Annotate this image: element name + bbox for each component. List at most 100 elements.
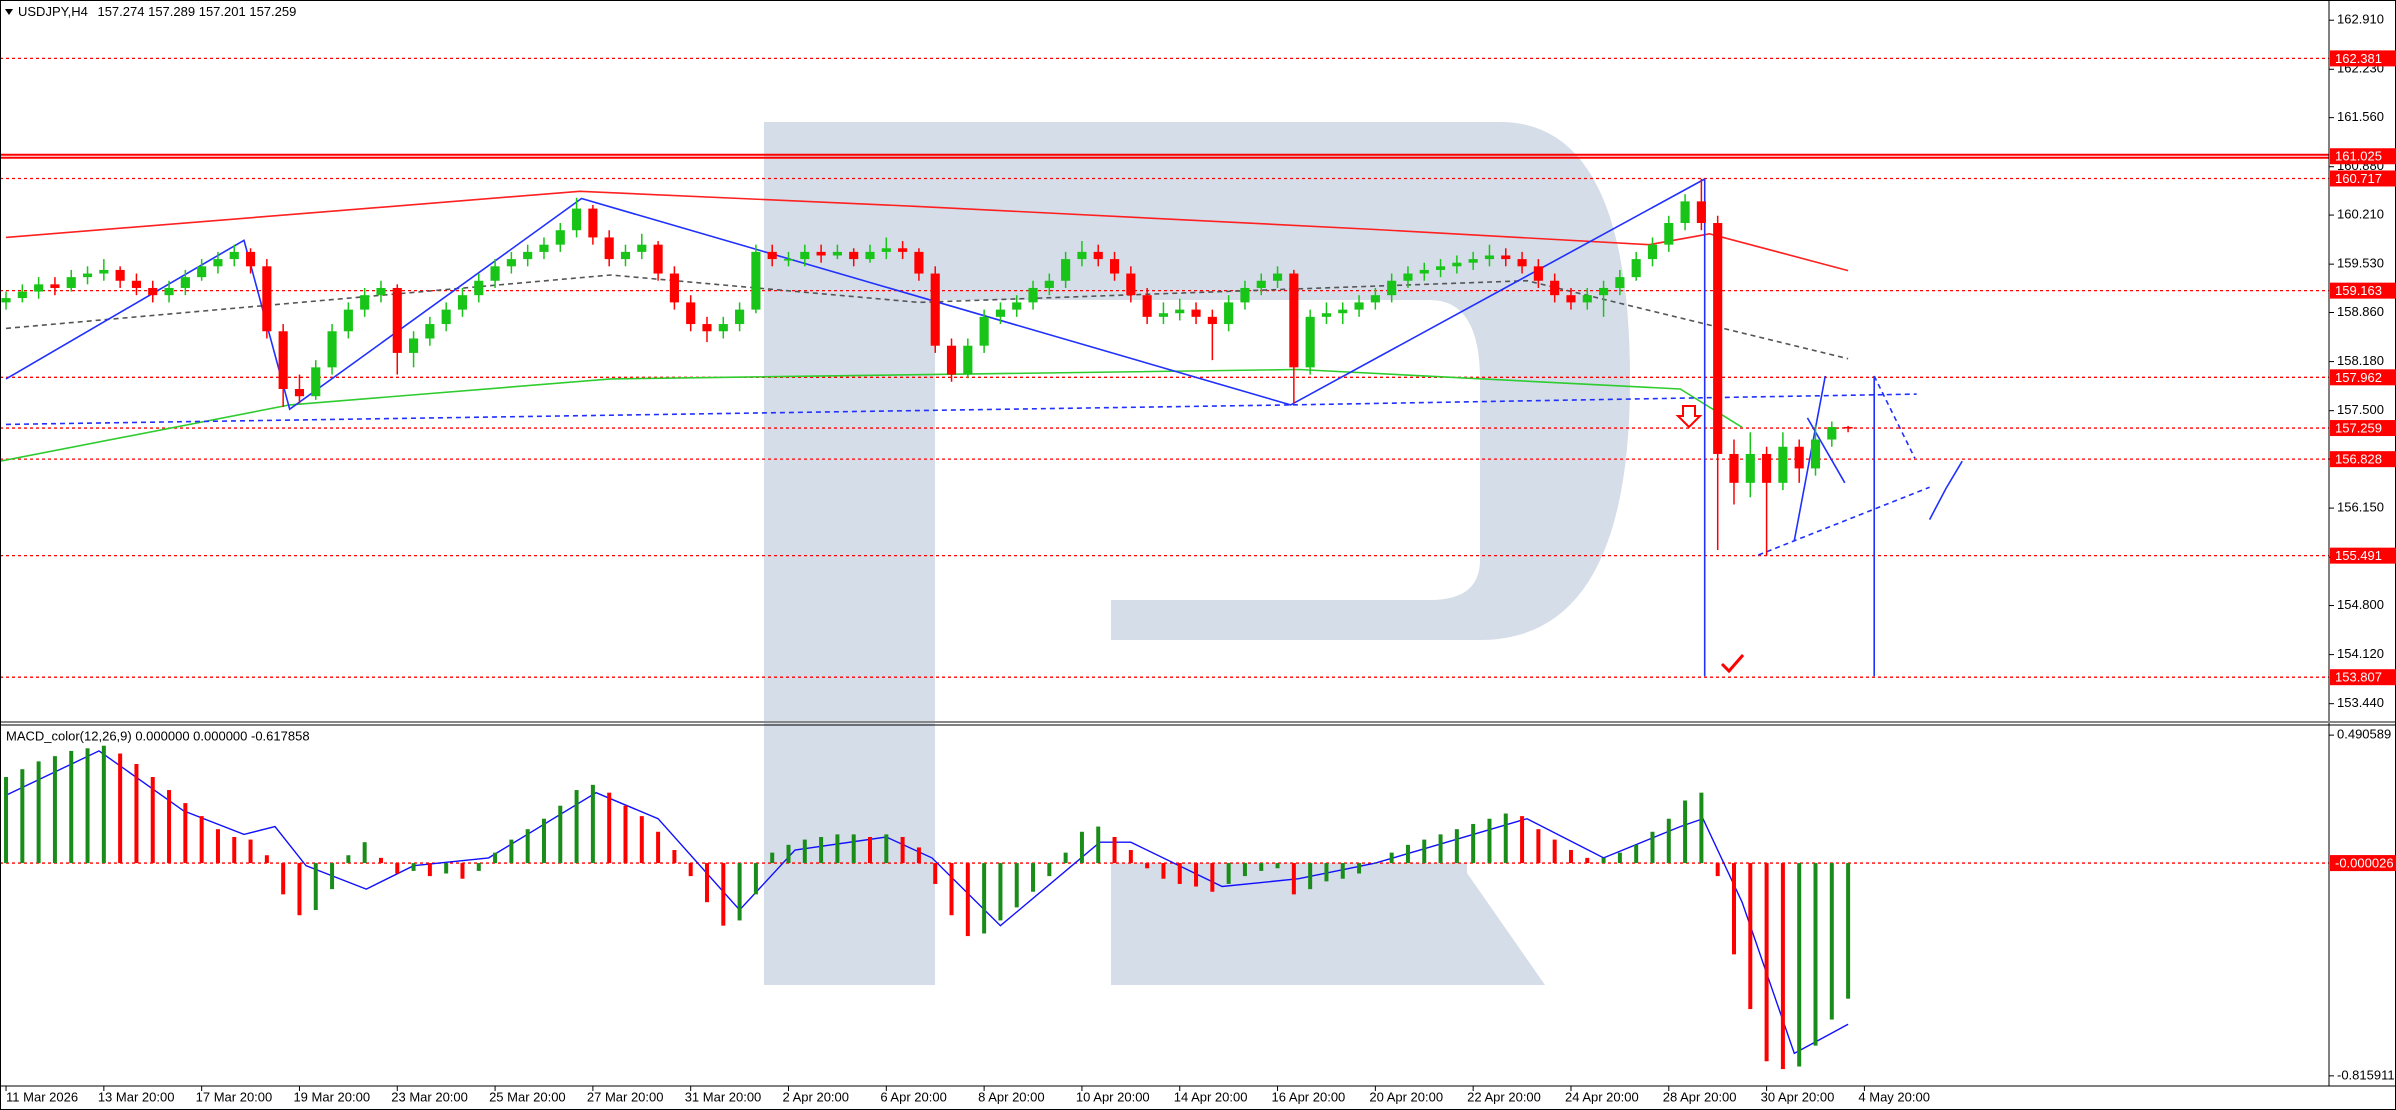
macd-bar [313,863,318,911]
level-label-box [2330,855,2396,872]
macd-bar [1731,863,1736,955]
price-header: USDJPY,H4 157.274 157.289 157.201 157.25… [18,4,296,19]
candle-body [1061,259,1071,281]
level-label: 160.717 [2335,171,2382,186]
x-tick-label: 19 Mar 20:00 [293,1089,370,1104]
candle-body [213,259,223,267]
macd-bar [232,836,237,864]
candle-body [572,208,582,231]
candle-body [816,251,826,256]
y-tick-label: 159.530 [2337,256,2384,271]
level-label-box [2330,547,2396,564]
macd-bar [704,863,709,903]
macd-bar [623,805,628,864]
candle-body [1142,295,1152,317]
macd-bar [656,831,661,864]
level-label-box [2330,50,2396,67]
x-tick-label: 27 Mar 20:00 [587,1089,664,1104]
macd-bar [1715,863,1720,877]
macd-bar [1047,863,1052,877]
macd-bar [753,863,758,895]
level-label-box [2330,369,2396,386]
x-tick-label: 4 May 20:00 [1858,1089,1930,1104]
macd-bar [982,863,987,934]
macd-bar [1503,813,1508,864]
macd-bar [998,863,1003,921]
candle-body [735,309,745,325]
candle-body [1175,309,1185,314]
indicator-line [1793,375,1827,541]
candle-body [409,338,419,353]
x-tick-label: 6 Apr 20:00 [880,1089,947,1104]
x-tick-label: 28 Apr 20:00 [1663,1089,1737,1104]
macd-bar [672,850,677,864]
macd-bar [1422,839,1427,864]
candle-body [1158,313,1169,317]
candle-body [718,324,728,332]
macd-bar [476,863,481,871]
macd-bar [1161,863,1166,879]
macd-bar [1177,863,1182,884]
macd-bar [770,852,775,864]
candle-body [506,259,516,267]
candle-body [1387,280,1397,296]
macd-bar [1275,863,1280,869]
candle-body [783,259,794,261]
macd-bar [574,790,579,864]
macd-bar [900,836,905,864]
candle-body [1631,259,1641,278]
candle-body [1713,223,1723,454]
macd-bar [541,818,546,864]
candle-body [229,251,239,260]
macd-bar [1797,863,1802,1067]
level-label: 153.807 [2335,670,2382,685]
candle-body [66,277,76,288]
candle-body [1,298,11,303]
macd-bar [444,863,449,874]
macd-bar [1585,857,1590,864]
macd-bar [4,777,9,864]
indicator-line [1873,375,1916,459]
candle-body [1354,302,1364,310]
macd-bar [1666,818,1671,864]
macd-bar [346,855,351,864]
macd-bar [183,803,188,864]
y-tick-label: 157.500 [2337,402,2384,417]
macd-bar [1031,863,1036,892]
macd-bar [721,863,726,926]
labels: USDJPY,H4 157.274 157.289 157.201 157.25… [5,4,2396,1104]
candle-body [376,287,386,296]
x-tick-label: 14 Apr 20:00 [1174,1089,1248,1104]
candle-body [1126,273,1136,296]
candle-body [1305,316,1315,368]
level-label: 157.259 [2335,420,2382,435]
x-tick-label: 30 Apr 20:00 [1761,1089,1835,1104]
macd-bar [281,863,286,895]
candle-body [1338,309,1348,314]
macd-bar [36,761,41,864]
candle-body [245,251,256,267]
macd-bar [1438,834,1443,864]
candle-body [767,251,777,260]
indicator-line [5,190,1849,272]
candle-body [555,230,565,245]
candle-body [1289,273,1299,368]
candle-body [343,309,353,332]
macd-bar [1079,831,1084,864]
macd-bar [884,834,889,864]
x-tick-label: 31 Mar 20:00 [685,1089,762,1104]
candle-body [604,237,614,260]
level-label-box [2330,420,2396,437]
macd-bar [1568,850,1573,864]
candle-body [1550,280,1560,296]
macd-bar [199,816,204,864]
candle-body [946,345,957,375]
candle-body [1109,259,1120,274]
indicator-line [1758,486,1930,556]
macd-bar [134,763,139,864]
macd-bar [1291,863,1296,895]
marks [1,178,1853,1070]
macd-bar [378,857,383,864]
indicator-line [5,393,1917,426]
candle-body [1077,251,1087,260]
